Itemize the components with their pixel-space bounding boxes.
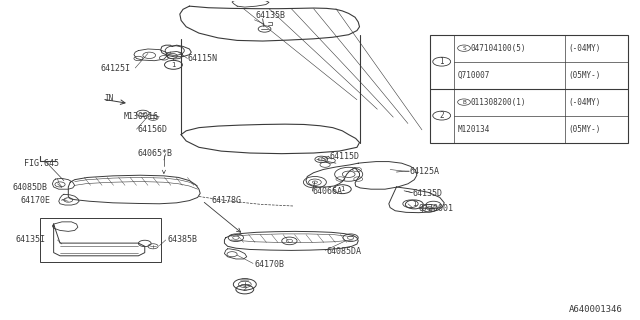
Text: (05MY-): (05MY-) [568, 71, 600, 80]
Text: (-04MY): (-04MY) [568, 98, 600, 107]
Text: B: B [462, 100, 466, 105]
Text: FIG.645: FIG.645 [24, 159, 60, 168]
Text: 64066A: 64066A [312, 187, 342, 196]
Text: 64065*B: 64065*B [137, 149, 172, 158]
Text: Q720001: Q720001 [419, 204, 454, 213]
Text: 1: 1 [440, 57, 444, 66]
Text: S: S [462, 46, 466, 51]
Text: 64178G: 64178G [212, 196, 242, 205]
Text: 64115D: 64115D [330, 152, 360, 161]
Text: 64156D: 64156D [137, 125, 167, 134]
Text: 64135I: 64135I [15, 236, 45, 244]
Text: 1: 1 [412, 201, 417, 207]
Text: 64125A: 64125A [409, 167, 439, 176]
Text: 64170E: 64170E [20, 196, 51, 205]
Text: 64115N: 64115N [188, 54, 218, 63]
Text: A640001346: A640001346 [569, 305, 623, 314]
Text: Q710007: Q710007 [458, 71, 490, 80]
Text: 047104100(5): 047104100(5) [470, 44, 526, 53]
Text: 1: 1 [171, 62, 176, 68]
Text: 64125I: 64125I [100, 63, 130, 73]
Text: 64385B: 64385B [167, 236, 197, 244]
Text: M130016: M130016 [124, 112, 159, 121]
Text: 64135B: 64135B [255, 12, 285, 20]
Text: 1: 1 [340, 186, 344, 192]
Bar [40, 218, 161, 262]
Text: 011308200(1): 011308200(1) [470, 98, 526, 107]
Text: IN: IN [104, 94, 114, 103]
Text: (-04MY): (-04MY) [568, 44, 600, 53]
Text: 64135D: 64135D [412, 189, 442, 198]
Text: 64085DB: 64085DB [12, 183, 47, 192]
Text: (05MY-): (05MY-) [568, 124, 600, 133]
Bar [429, 35, 628, 142]
Text: M120134: M120134 [458, 124, 490, 133]
Text: 64085DA: 64085DA [326, 246, 362, 256]
Text: 2: 2 [440, 111, 444, 120]
Text: 2: 2 [243, 286, 247, 292]
Text: 64170B: 64170B [254, 260, 284, 268]
